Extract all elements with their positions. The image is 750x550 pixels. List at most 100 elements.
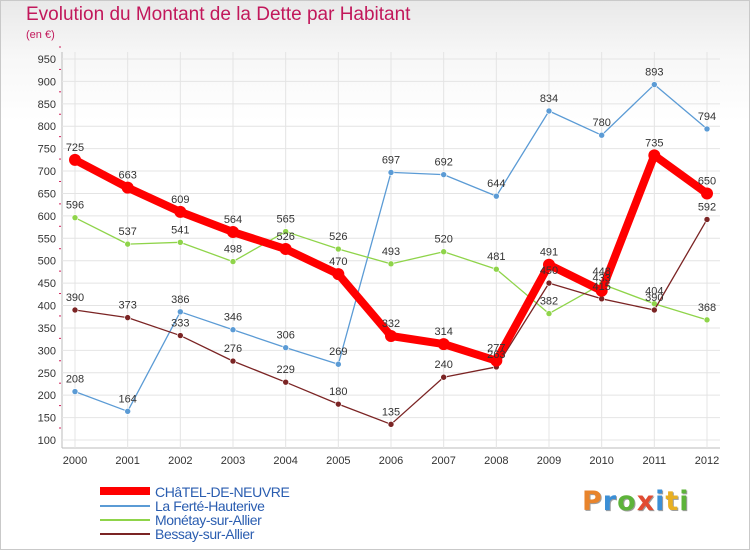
legend-swatch-bessay [100,533,150,535]
data-label: 493 [382,246,400,258]
data-label: 541 [171,224,189,236]
y-tick-label: 300 [38,345,56,357]
data-point [651,81,658,88]
y-tick-label: 650 [38,188,56,200]
data-label: 481 [487,251,505,263]
legend-swatch-la-ferte [100,505,150,507]
data-point [385,330,397,343]
data-label: 491 [540,247,558,259]
logo-letter: i [655,486,666,517]
data-label: 373 [118,300,136,312]
data-point [121,181,134,194]
y-tick-label: 350 [38,323,56,335]
chart-legend: CHâTEL-DE-NEUVRE La Ferté-Hauterive Moné… [100,484,360,542]
data-point [651,306,658,314]
data-label: 735 [645,137,663,149]
data-label: 269 [329,346,347,358]
data-label: 526 [329,231,347,243]
data-point [595,284,608,297]
data-label: 333 [171,318,189,330]
data-point [177,239,184,246]
data-point [282,228,289,235]
chart-title: Evolution du Montant de la Dette par Hab… [26,4,411,25]
x-tick-label: 2001 [115,455,139,467]
data-label: 208 [66,374,84,386]
data-point [440,248,447,256]
data-point [545,310,553,317]
data-point [490,354,503,367]
logo-letter: i [679,486,690,517]
data-point [493,192,500,200]
data-point [703,216,711,223]
data-label: 390 [645,292,663,304]
y-tick-label: 900 [38,76,56,88]
data-label: 240 [434,359,452,371]
logo-letter: P [582,486,603,517]
data-label: 794 [698,111,716,123]
data-label: 448 [592,266,610,278]
y-tick-label: 550 [38,233,56,245]
logo-letter: x [636,486,656,517]
data-label: 229 [276,364,294,376]
data-point [440,373,447,381]
y-tick-label: 500 [38,256,56,268]
x-tick-label: 2009 [537,455,561,467]
data-label: 663 [118,170,136,182]
data-point [71,306,79,314]
data-label: 650 [698,175,716,187]
data-label: 390 [66,292,84,304]
x-tick-label: 2000 [63,455,87,467]
legend-label-bessay: Bessay-sur-Allier [155,526,254,542]
x-tick-label: 2008 [484,455,508,467]
data-point [437,338,450,351]
legend-item-monetay: Monétay-sur-Allier [100,512,360,528]
chart-unit-label: (en €) [26,29,55,41]
legend-label-monetay: Monétay-sur-Allier [155,512,262,528]
data-point [335,400,342,408]
data-label: 725 [66,142,84,154]
data-point [387,421,395,428]
data-point [648,149,661,162]
data-label: 415 [592,281,610,293]
data-label: 596 [66,200,84,212]
legend-label-chatel: CHâTEL-DE-NEUVRE [155,484,290,500]
data-label: 520 [434,234,452,246]
data-label: 893 [645,67,663,79]
data-label: 537 [118,226,136,238]
y-tick-label: 800 [38,121,56,133]
data-label: 433 [592,273,610,285]
y-tick-label: 450 [38,278,56,290]
data-label: 498 [224,244,242,256]
data-label: 450 [540,265,558,277]
data-label: 306 [276,330,294,342]
data-point [701,187,713,200]
data-point [545,107,553,115]
data-point [545,279,553,287]
data-point [229,357,237,365]
x-tick-label: 2007 [431,455,455,467]
data-label: 834 [540,93,558,105]
data-point [543,258,555,271]
data-label: 135 [382,406,400,418]
data-point [332,268,345,281]
x-tick-label: 2004 [273,455,297,467]
data-point [598,131,605,139]
legend-swatch-chatel [100,487,150,495]
data-point [493,265,500,273]
legend-item-la-ferte: La Ferté-Hauterive [100,498,360,514]
data-label: 164 [118,393,136,405]
x-tick-label: 2005 [326,455,350,467]
data-point [387,260,395,268]
proxiti-logo: Proxiti [582,486,690,517]
data-label: 644 [487,178,505,190]
x-tick-label: 2011 [643,455,667,467]
data-label: 564 [224,214,242,226]
data-label: 697 [382,154,400,166]
data-point [174,205,187,218]
data-point [71,214,79,221]
legend-item-chatel: CHâTEL-DE-NEUVRE [100,484,360,500]
y-tick-label: 700 [38,166,56,178]
y-tick-label: 600 [38,211,56,223]
